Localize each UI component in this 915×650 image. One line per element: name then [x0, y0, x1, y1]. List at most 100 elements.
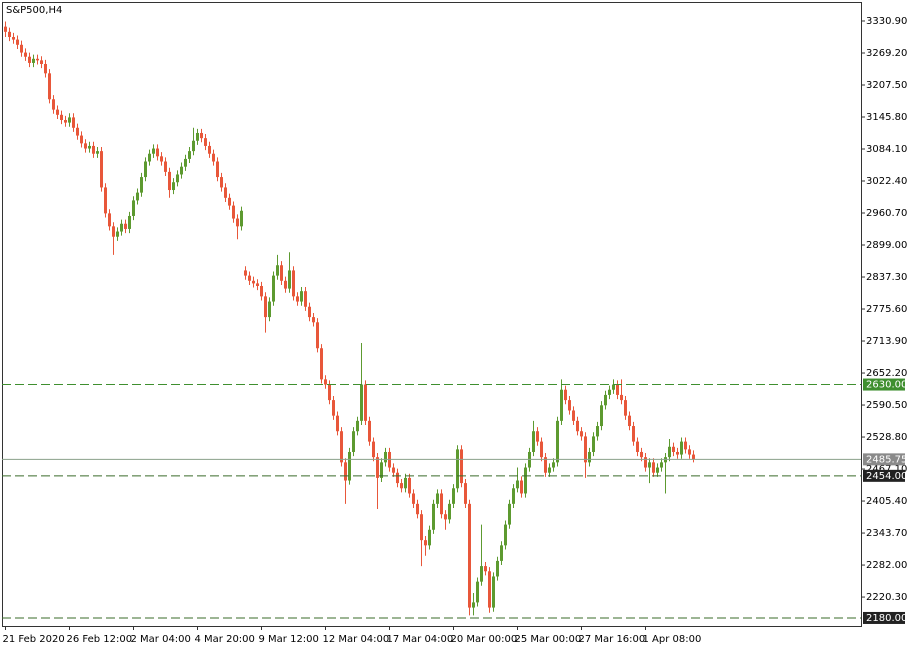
candle-body	[512, 488, 515, 504]
candle-body	[476, 581, 479, 603]
candle-body	[304, 291, 307, 307]
y-tick-label: 3145.80	[866, 112, 907, 123]
candle-body	[508, 503, 511, 525]
candle-body	[448, 503, 451, 520]
candle-body	[580, 431, 583, 437]
candle-body	[16, 39, 19, 45]
candle-body	[372, 441, 375, 458]
candle-body	[324, 379, 327, 385]
candle-body	[348, 451, 351, 481]
y-tick-label: 2343.70	[866, 528, 907, 539]
y-tick-label: 2590.50	[866, 400, 907, 411]
candle-body	[432, 503, 435, 530]
candle-body	[124, 223, 127, 229]
y-tick-label: 2713.90	[866, 336, 907, 347]
candle-body	[132, 200, 135, 216]
candle-body	[308, 306, 311, 318]
candle-body	[488, 571, 491, 608]
candle-body	[320, 348, 323, 380]
candle-body	[500, 545, 503, 561]
candle-body	[4, 26, 7, 32]
candle-body	[12, 37, 15, 40]
candle-body	[48, 73, 51, 100]
candle-body	[444, 514, 447, 520]
candle-body	[524, 467, 527, 494]
candle-body	[272, 275, 275, 302]
candle-body	[8, 31, 11, 38]
candle-body	[56, 109, 59, 115]
candle-body	[568, 400, 571, 411]
candle-body	[244, 270, 247, 276]
candle-body	[60, 114, 63, 121]
candle-body	[620, 394, 623, 401]
x-tick-label: 21 Feb 2020	[3, 634, 65, 645]
candle-body	[468, 503, 471, 608]
candle-body	[216, 161, 219, 178]
candle-body	[268, 301, 271, 318]
candle-body	[252, 280, 255, 284]
candle-body	[420, 514, 423, 541]
y-tick-label: 2467.10	[866, 464, 907, 475]
candle-body	[288, 270, 291, 289]
candle-body	[292, 270, 295, 297]
y-tick-label: 2960.70	[866, 208, 907, 219]
candle-body	[392, 467, 395, 473]
candle-body	[652, 462, 655, 473]
candle-body	[596, 426, 599, 437]
y-tick-label: 3330.90	[866, 16, 907, 27]
candle-body	[328, 384, 331, 401]
candle-body	[260, 285, 263, 297]
candle-body	[456, 449, 459, 489]
y-tick-label: 2405.40	[866, 496, 907, 507]
y-tick-label: 2899.00	[866, 240, 907, 251]
candle-body	[32, 58, 35, 63]
x-tick-label: 25 Mar 00:00	[515, 634, 582, 645]
candle-body	[76, 127, 79, 136]
candle-body	[660, 462, 663, 468]
candle-body	[176, 174, 179, 183]
candle-body	[184, 158, 187, 167]
price-label-bg	[863, 453, 905, 466]
candle-body	[152, 148, 155, 154]
candle-body	[540, 441, 543, 458]
x-tick-label: 27 Mar 16:00	[579, 634, 646, 645]
candle-body	[72, 117, 75, 128]
y-tick-label: 3022.40	[866, 176, 907, 187]
candle-body	[88, 145, 91, 149]
x-tick-label: 2 Mar 04:00	[131, 634, 191, 645]
x-tick-label: 9 Mar 12:00	[259, 634, 319, 645]
candle-body	[276, 265, 279, 276]
candle-body	[144, 161, 147, 178]
candle-body	[40, 60, 43, 64]
candle-body	[600, 405, 603, 427]
candle-body	[148, 153, 151, 162]
candle-body	[464, 483, 467, 504]
candle-body	[20, 44, 23, 53]
candle-body	[532, 431, 535, 452]
candle-body	[236, 218, 239, 227]
candle-body	[228, 197, 231, 206]
candle-body	[588, 451, 591, 463]
candle-body	[300, 291, 303, 302]
candle-body	[120, 223, 123, 232]
candle-body	[396, 472, 399, 484]
y-tick-label: 3269.20	[866, 48, 907, 59]
candle-body	[484, 566, 487, 572]
candle-body	[376, 457, 379, 478]
candle-body	[428, 529, 431, 546]
candle-body	[192, 140, 195, 152]
candle-body	[564, 389, 567, 401]
candle-body	[172, 182, 175, 191]
candle-body	[168, 171, 171, 191]
candle-body	[340, 431, 343, 463]
candle-body	[688, 449, 691, 455]
candle-body	[644, 457, 647, 468]
candle-body	[628, 415, 631, 427]
candle-body	[80, 135, 83, 144]
candle-body	[28, 56, 31, 63]
candle-body	[384, 451, 387, 463]
candle-body	[560, 389, 563, 421]
candle-body	[676, 451, 679, 455]
candle-body	[368, 420, 371, 442]
